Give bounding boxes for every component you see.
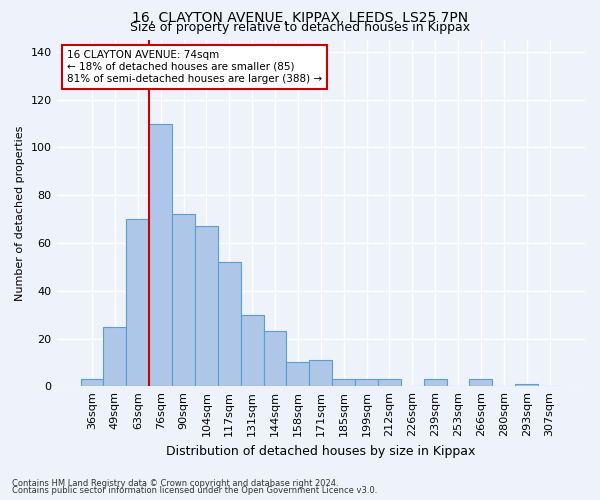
Y-axis label: Number of detached properties: Number of detached properties bbox=[15, 126, 25, 301]
Bar bbox=[80, 379, 103, 386]
Bar bbox=[127, 219, 149, 386]
Bar bbox=[355, 379, 378, 386]
Bar bbox=[241, 314, 263, 386]
Bar bbox=[469, 379, 493, 386]
Text: Contains HM Land Registry data © Crown copyright and database right 2024.: Contains HM Land Registry data © Crown c… bbox=[12, 478, 338, 488]
Bar bbox=[172, 214, 195, 386]
Bar bbox=[195, 226, 218, 386]
Text: Size of property relative to detached houses in Kippax: Size of property relative to detached ho… bbox=[130, 22, 470, 35]
Bar bbox=[332, 379, 355, 386]
Text: 16, CLAYTON AVENUE, KIPPAX, LEEDS, LS25 7PN: 16, CLAYTON AVENUE, KIPPAX, LEEDS, LS25 … bbox=[132, 11, 468, 25]
Bar bbox=[149, 124, 172, 386]
Text: 16 CLAYTON AVENUE: 74sqm
← 18% of detached houses are smaller (85)
81% of semi-d: 16 CLAYTON AVENUE: 74sqm ← 18% of detach… bbox=[67, 50, 322, 84]
X-axis label: Distribution of detached houses by size in Kippax: Distribution of detached houses by size … bbox=[166, 444, 475, 458]
Bar bbox=[515, 384, 538, 386]
Bar bbox=[103, 326, 127, 386]
Bar bbox=[310, 360, 332, 386]
Bar bbox=[378, 379, 401, 386]
Bar bbox=[263, 332, 286, 386]
Bar bbox=[218, 262, 241, 386]
Bar bbox=[286, 362, 310, 386]
Bar bbox=[424, 379, 446, 386]
Text: Contains public sector information licensed under the Open Government Licence v3: Contains public sector information licen… bbox=[12, 486, 377, 495]
